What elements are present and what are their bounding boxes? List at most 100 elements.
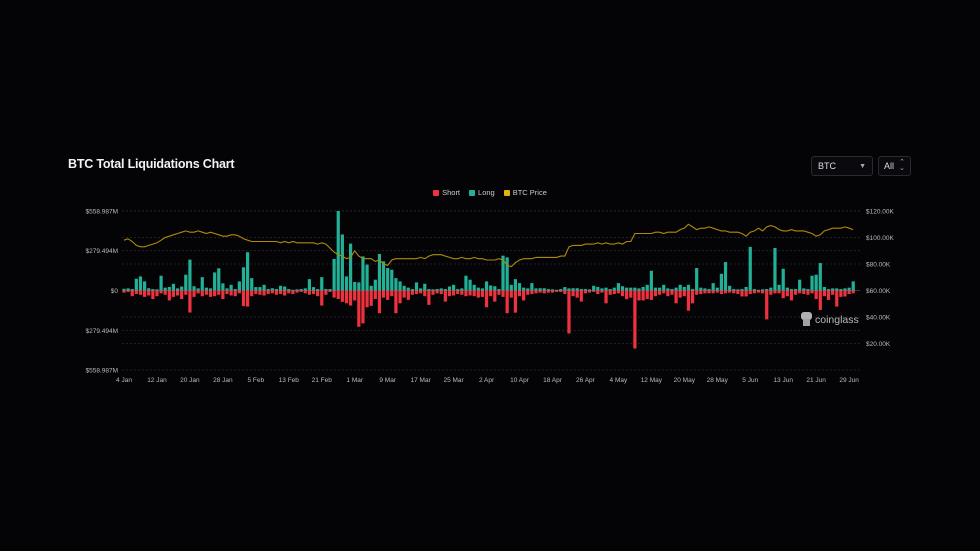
coinglass-watermark: coinglass [801,312,859,326]
short-bar [522,290,526,301]
short-bar [777,290,781,294]
long-bar [480,288,485,291]
long-bar [699,287,703,291]
short-bar [546,290,550,293]
long-bar [307,279,311,291]
left-tick-label: $279.494M [85,328,118,335]
short-bar [163,290,167,295]
short-bar [534,290,538,294]
range-select[interactable]: All ⌃ ⌄ [878,156,911,176]
short-bar [604,290,608,304]
long-bar [583,289,588,291]
short-bar [184,290,188,295]
short-bar [344,290,349,304]
long-bar [662,284,666,291]
short-bar [266,290,270,295]
short-bar [732,290,736,294]
long-bar [332,258,336,291]
long-bar [620,286,625,291]
long-bar [402,285,406,291]
right-tick-label: $20.00K [866,341,891,348]
short-bar [666,290,670,297]
short-bar [233,290,237,297]
coinglass-logo-icon [801,312,812,326]
long-bar [501,255,505,291]
short-bar [291,290,295,295]
long-bar [789,289,794,291]
short-bar [728,290,732,293]
short-bar [427,290,431,305]
x-tick-label: 29 Jun [839,377,859,384]
long-bar [163,287,167,291]
short-bar [629,290,633,298]
long-bar [567,288,571,291]
long-bar [394,278,398,291]
short-bar [464,290,468,297]
long-bar [658,287,662,291]
long-bar [728,285,732,291]
long-bar [229,284,233,291]
long-bar [180,286,184,291]
long-bar [575,288,579,291]
short-bar [678,290,682,298]
short-bar [637,290,641,301]
short-bar [785,290,789,297]
short-bar [513,290,517,313]
long-bar [806,289,810,291]
long-bar [353,281,357,291]
x-tick-label: 12 Jan [147,377,167,384]
short-bar [381,290,386,298]
short-bar [394,290,398,314]
short-bar [695,290,699,295]
long-bar [748,246,752,291]
left-tick-label: $558.987M [85,209,118,216]
short-bar [810,290,814,294]
long-bar [715,287,719,291]
short-bar [447,290,452,297]
long-bar [361,256,365,291]
long-bar [151,289,155,291]
short-bar [493,290,497,302]
x-tick-label: 21 Feb [312,377,333,384]
short-bar [505,290,509,314]
long-bar [637,288,641,291]
x-tick-label: 17 Mar [411,377,432,384]
long-bar [534,288,538,291]
short-bar [744,290,748,297]
short-bar [204,290,208,295]
short-bar [274,290,279,295]
short-bar [703,290,707,294]
legend-item-short[interactable]: Short [433,188,460,197]
short-bar [369,290,373,306]
long-bar [287,289,291,291]
long-bar [344,276,349,291]
long-bar [295,289,299,291]
short-bar [715,290,719,293]
legend-item-price[interactable]: BTC Price [503,188,547,197]
short-bar [299,290,303,292]
short-bar [592,290,596,292]
short-bar [295,290,299,293]
x-axis: 4 Jan 12 Jan 20 Jan 28 Jan 5 Feb 13 Feb 21 Feb… [116,377,859,384]
short-bar [390,290,394,297]
long-bar [723,262,728,291]
x-tick-label: 5 Feb [248,377,265,384]
long-bar [184,274,188,291]
x-tick-label: 4 Jan [116,377,132,384]
legend-item-long[interactable]: Long [469,188,495,197]
long-bar [497,289,501,291]
short-bar [361,290,365,324]
x-tick-label: 28 May [707,377,729,384]
x-tick-label: 28 Jan [213,377,233,384]
short-bar [542,290,546,294]
coin-select[interactable]: BTC ▼ [811,156,873,176]
short-bar [571,290,575,297]
long-bar [311,287,316,291]
long-bar [258,287,262,291]
long-bar [175,288,180,291]
short-bar [258,290,262,295]
short-bar [563,290,567,295]
short-bar [180,290,184,300]
long-bar [847,287,851,291]
long-bar [435,289,439,291]
